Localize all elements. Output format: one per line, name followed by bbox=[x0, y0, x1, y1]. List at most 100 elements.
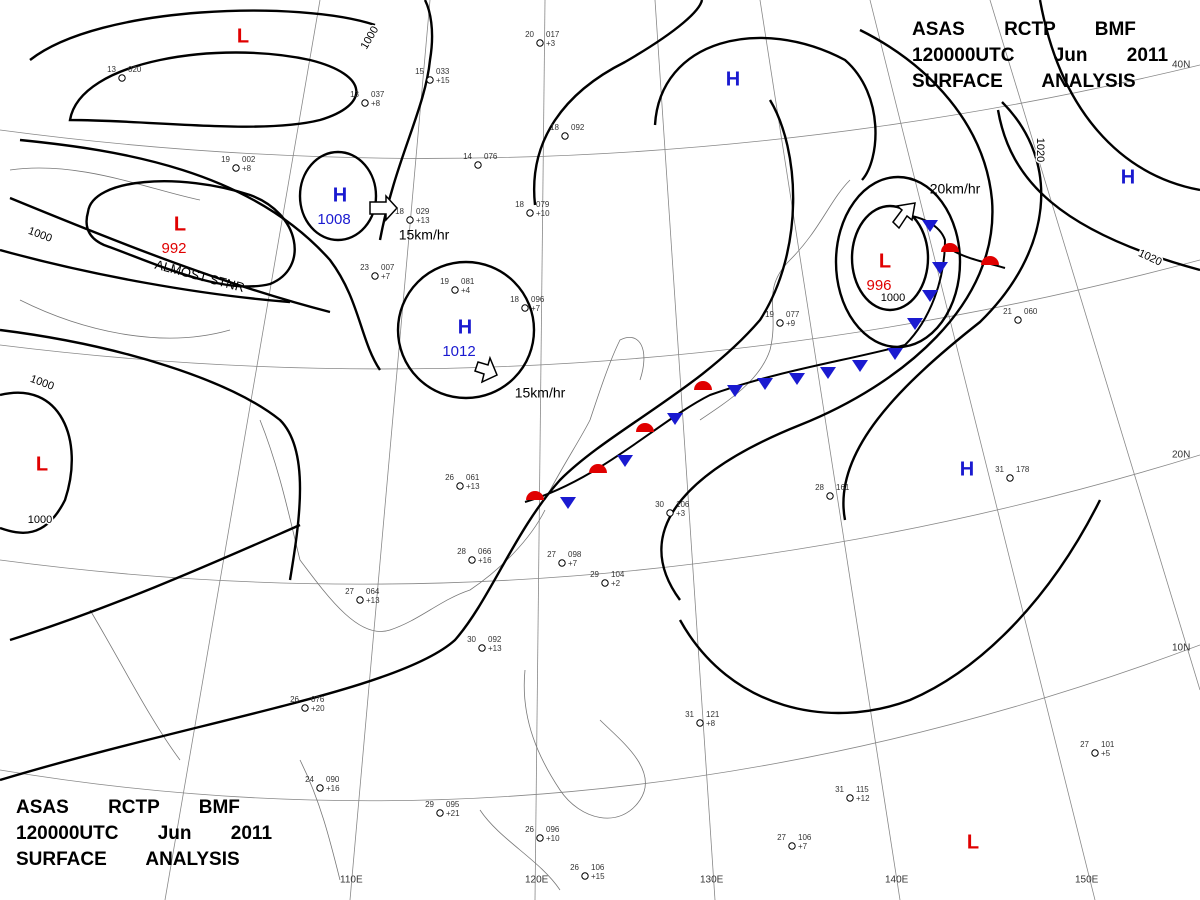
fronts bbox=[524, 214, 1006, 509]
station-temp: 27 bbox=[345, 587, 354, 596]
station-temp: 27 bbox=[547, 550, 556, 559]
station-pressure: 096 bbox=[546, 825, 560, 834]
station-pressure: 096 bbox=[531, 295, 545, 304]
station-marker bbox=[426, 76, 434, 84]
isobar bbox=[0, 99, 795, 782]
center-symbol: H bbox=[960, 458, 974, 480]
station-temp: 26 bbox=[290, 695, 299, 704]
lon-label: 110E bbox=[340, 875, 363, 886]
lon-label: 120E bbox=[525, 875, 549, 886]
isobar bbox=[0, 248, 291, 304]
front-symbols bbox=[526, 220, 999, 509]
station-pressure: 007 bbox=[381, 263, 395, 272]
cold-front-symbol bbox=[922, 290, 938, 302]
station-pressure: 064 bbox=[366, 587, 380, 596]
station-temp: 27 bbox=[777, 833, 786, 842]
station-tendency: +2 bbox=[611, 579, 621, 588]
isobars bbox=[0, 0, 1200, 782]
warm-front-symbol bbox=[636, 423, 654, 432]
isobar bbox=[298, 150, 378, 242]
station-tendency: +13 bbox=[488, 644, 502, 653]
isobar bbox=[842, 101, 1043, 521]
isobar bbox=[68, 51, 358, 128]
isobar bbox=[996, 109, 1200, 272]
isobar bbox=[396, 260, 536, 400]
coast bbox=[89, 609, 341, 881]
center-value: 1012 bbox=[442, 343, 475, 360]
station-pressure: 079 bbox=[536, 200, 550, 209]
station-tendency: +13 bbox=[466, 482, 480, 491]
station-marker bbox=[361, 99, 369, 107]
cold-front-symbol bbox=[617, 455, 633, 467]
station-temp: 31 bbox=[835, 785, 844, 794]
parallel bbox=[0, 644, 1200, 802]
center-value: 996 bbox=[866, 277, 891, 294]
station-marker bbox=[478, 644, 486, 652]
isobar bbox=[0, 328, 302, 581]
station-marker bbox=[788, 842, 796, 850]
cold-front-symbol bbox=[907, 318, 923, 330]
station-pressure: 020 bbox=[128, 65, 142, 74]
center-symbol: H bbox=[333, 184, 347, 206]
station-marker bbox=[406, 216, 414, 224]
meridian bbox=[534, 0, 546, 900]
station-temp: 26 bbox=[525, 825, 534, 834]
isobar bbox=[653, 36, 877, 181]
station-marker bbox=[581, 872, 589, 880]
station-pressure: 081 bbox=[461, 277, 475, 286]
station-temp: 29 bbox=[590, 570, 599, 579]
station-temp: 23 bbox=[360, 263, 369, 272]
meridian bbox=[869, 0, 1096, 900]
station-marker bbox=[451, 286, 459, 294]
center-value: 1008 bbox=[317, 211, 350, 228]
station-temp: 30 bbox=[467, 635, 476, 644]
station-temp: 24 bbox=[305, 775, 314, 784]
station-temp: 31 bbox=[995, 465, 1004, 474]
station-marker bbox=[371, 272, 379, 280]
station-marker bbox=[474, 161, 482, 169]
station-marker bbox=[696, 719, 704, 727]
station-marker bbox=[118, 74, 126, 82]
warm-front-symbol bbox=[981, 256, 999, 265]
meridian bbox=[654, 0, 716, 900]
station-pressure: 029 bbox=[416, 207, 430, 216]
isobar bbox=[678, 499, 1102, 715]
station-pressure: 033 bbox=[436, 67, 450, 76]
isobar bbox=[19, 138, 381, 371]
station-marker bbox=[521, 304, 529, 312]
station-temp: 29 bbox=[425, 800, 434, 809]
station-tendency: +8 bbox=[242, 164, 252, 173]
center-symbol: L bbox=[36, 453, 48, 475]
cold-front-symbol bbox=[560, 497, 576, 509]
station-marker bbox=[301, 704, 309, 712]
isobar bbox=[0, 391, 73, 534]
station-tendency: +12 bbox=[856, 794, 870, 803]
station-tendency: +13 bbox=[366, 596, 380, 605]
motion-arrow bbox=[474, 355, 498, 384]
station-tendency: +16 bbox=[326, 784, 340, 793]
station-tendency: +15 bbox=[436, 76, 450, 85]
isobar bbox=[9, 523, 301, 642]
station-pressure: 098 bbox=[568, 550, 582, 559]
station-temp: 31 bbox=[685, 710, 694, 719]
center-symbol: H bbox=[726, 68, 740, 90]
station-temp: 21 bbox=[1003, 307, 1012, 316]
station-marker bbox=[846, 794, 854, 802]
coast bbox=[544, 179, 851, 501]
station-marker bbox=[536, 39, 544, 47]
warm-front-symbol bbox=[941, 243, 959, 252]
isobar bbox=[378, 0, 434, 241]
coastlines bbox=[9, 167, 851, 891]
isobar bbox=[85, 180, 296, 288]
station-tendency: +16 bbox=[478, 556, 492, 565]
station-temp: 19 bbox=[221, 155, 230, 164]
station-marker bbox=[536, 834, 544, 842]
cold-front-symbol bbox=[789, 373, 805, 385]
station-temp: 13 bbox=[107, 65, 116, 74]
meridian bbox=[164, 0, 321, 900]
cold-front-symbol bbox=[932, 262, 948, 274]
center-symbol: H bbox=[458, 316, 472, 338]
station-pressure: 061 bbox=[466, 473, 480, 482]
station-marker bbox=[436, 809, 444, 817]
